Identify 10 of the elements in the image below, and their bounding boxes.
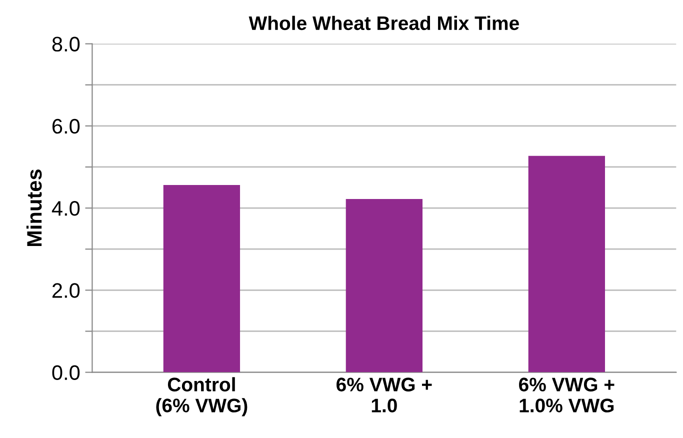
y-tick-label: 2.0 — [52, 283, 80, 298]
y-tick-label: 6.0 — [52, 118, 80, 134]
y-tick-label: 8.0 — [52, 36, 80, 52]
y-tick-label: 0.0 — [52, 365, 80, 380]
x-tick-label: 6% VWG + 1.0 — [336, 378, 432, 412]
x-tick-label: Control (6% VWG) — [156, 377, 248, 416]
y-axis-title: Minutes — [26, 170, 42, 246]
x-tick-label: 6% VWG + 1.0% VWG — [519, 378, 614, 412]
chart-title: Whole Wheat Bread Mix Time — [248, 16, 519, 30]
y-tick-label: 4.0 — [52, 201, 80, 216]
